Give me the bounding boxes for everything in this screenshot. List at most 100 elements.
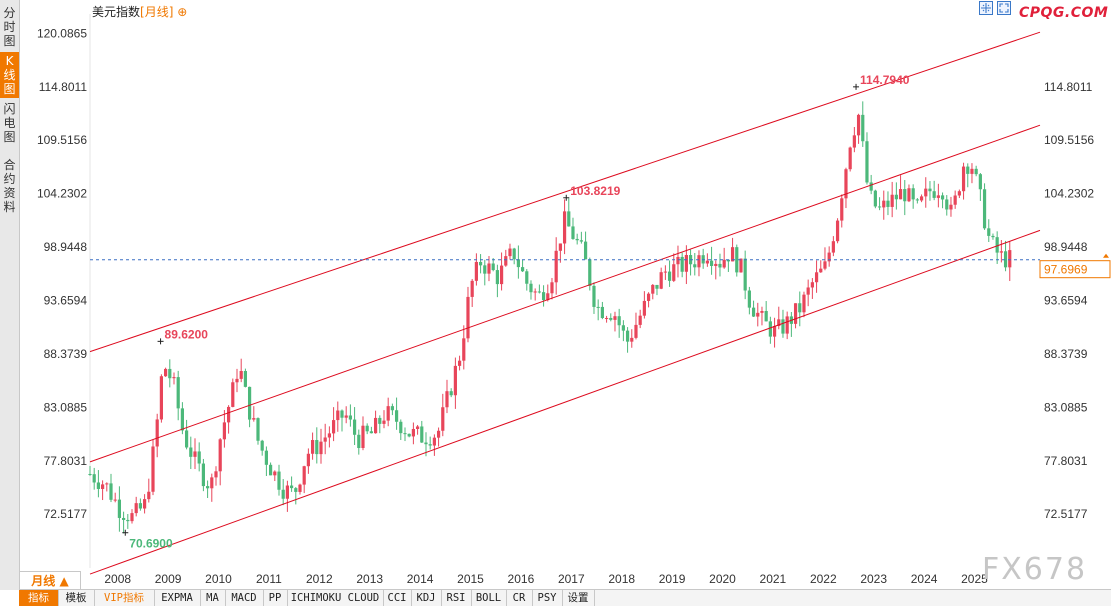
x-tick: 2013 [356,572,383,586]
candle-body [768,321,772,337]
y-tick-left: 98.9448 [44,240,88,254]
candle-body [999,251,1003,253]
kline-chart[interactable]: 97.6969 114.7940 103.8219 89.6200 70.6900 1… [0,0,1111,590]
candle-body [138,503,142,509]
candle-body [730,247,735,262]
candle-body [659,272,663,289]
candle-body [718,263,722,268]
candle-body [735,247,739,273]
bottom-tab-3[interactable]: EXPMA [154,590,201,606]
watermark: FX678 [982,552,1088,587]
candle-body [252,418,256,420]
candle-body [184,430,189,448]
annotation-label: 70.6900 [129,537,173,551]
candle-body [882,200,886,208]
bottom-tab-0[interactable]: 指标 [19,590,59,606]
candle-body [835,220,840,242]
bottom-tab-8[interactable]: CCI [383,590,412,606]
candle-body [630,337,634,342]
candle-body [583,241,588,260]
candle-body [936,195,940,198]
fullscreen-icon[interactable] [997,1,1011,15]
y-tick-left: 93.6594 [44,294,88,308]
bottom-tab-6[interactable]: PP [263,590,288,606]
candle-body [180,408,184,431]
chart-title: 美元指数月线 ⊕ [92,3,187,20]
add-indicator-icon[interactable]: ⊕ [177,5,188,19]
candle-body [88,473,92,475]
x-tick: 2015 [457,572,484,586]
candle-body [357,434,361,449]
bottom-tab-13[interactable]: PSY [532,590,563,606]
candle-body [277,471,281,490]
candle-body [130,513,134,522]
y-tick-right: 98.9448 [1044,240,1088,254]
candle-body [974,168,978,175]
candle-body [798,303,802,313]
side-tab-2[interactable]: 闪电图 [3,102,16,144]
crosshair-icon[interactable] [979,1,993,15]
candle-body [386,406,390,421]
bottom-tab-14[interactable]: 设置 [562,590,595,606]
candle-body [932,191,936,198]
candle-body [298,484,302,492]
bottom-tab-2[interactable]: VIP指标 [94,590,155,606]
candle-body [205,486,210,489]
candle-body [844,169,848,199]
candle-body [289,485,294,489]
candle-body [861,114,865,142]
candle-body [592,285,596,307]
candle-body [336,410,340,421]
candle-body [504,256,508,266]
candle-body [726,259,730,262]
bottom-tab-5[interactable]: MACD [225,590,264,606]
bottom-tab-7[interactable]: ICHIMOKU CLOUD [287,590,384,606]
candle-body [533,291,537,293]
bottom-tab-10[interactable]: RSI [441,590,472,606]
candle-body [625,330,630,342]
candle-body [323,437,327,442]
period-selector[interactable]: 月线 ▲ [19,571,81,590]
candle-body [714,263,718,266]
candle-body [432,437,436,446]
x-tick: 2018 [608,572,635,586]
candle-body [961,166,966,192]
side-tab-0[interactable]: 分时图 [3,6,16,48]
candle-body [361,425,365,449]
bottom-tab-12[interactable]: CR [506,590,533,606]
candle-body [470,280,474,297]
candle-body [424,442,428,445]
candle-body [617,316,621,326]
candle-body [105,483,109,485]
candle-body [819,268,823,273]
x-tick: 2009 [155,572,182,586]
bottom-tab-11[interactable]: BOLL [471,590,507,606]
candle-body [516,259,520,268]
candle-body [667,271,672,281]
bottom-tab-9[interactable]: KDJ [411,590,442,606]
candle-body [806,287,810,295]
candle-body [264,450,268,465]
candle-body [722,259,726,268]
bottom-tab-4[interactable]: MA [200,590,226,606]
candle-body [676,256,680,265]
bottom-tab-1[interactable]: 模板 [58,590,95,606]
side-tab-3[interactable]: 合约资料 [3,158,16,214]
candle-body [273,471,277,476]
candle-body [957,191,961,196]
candle-body [168,368,172,379]
candle-body [369,431,373,434]
candle-body [810,282,814,288]
site-logo: CPQG.COM [1019,5,1109,21]
candle-body [907,188,911,202]
candle-body [340,410,344,418]
candle-body [987,228,991,236]
candle-body [478,261,483,266]
candle-body [995,237,999,253]
candle-body [890,194,894,207]
candle-body [176,377,180,409]
candle-body [390,406,394,411]
candle-body [894,194,898,200]
candle-body [457,360,462,366]
